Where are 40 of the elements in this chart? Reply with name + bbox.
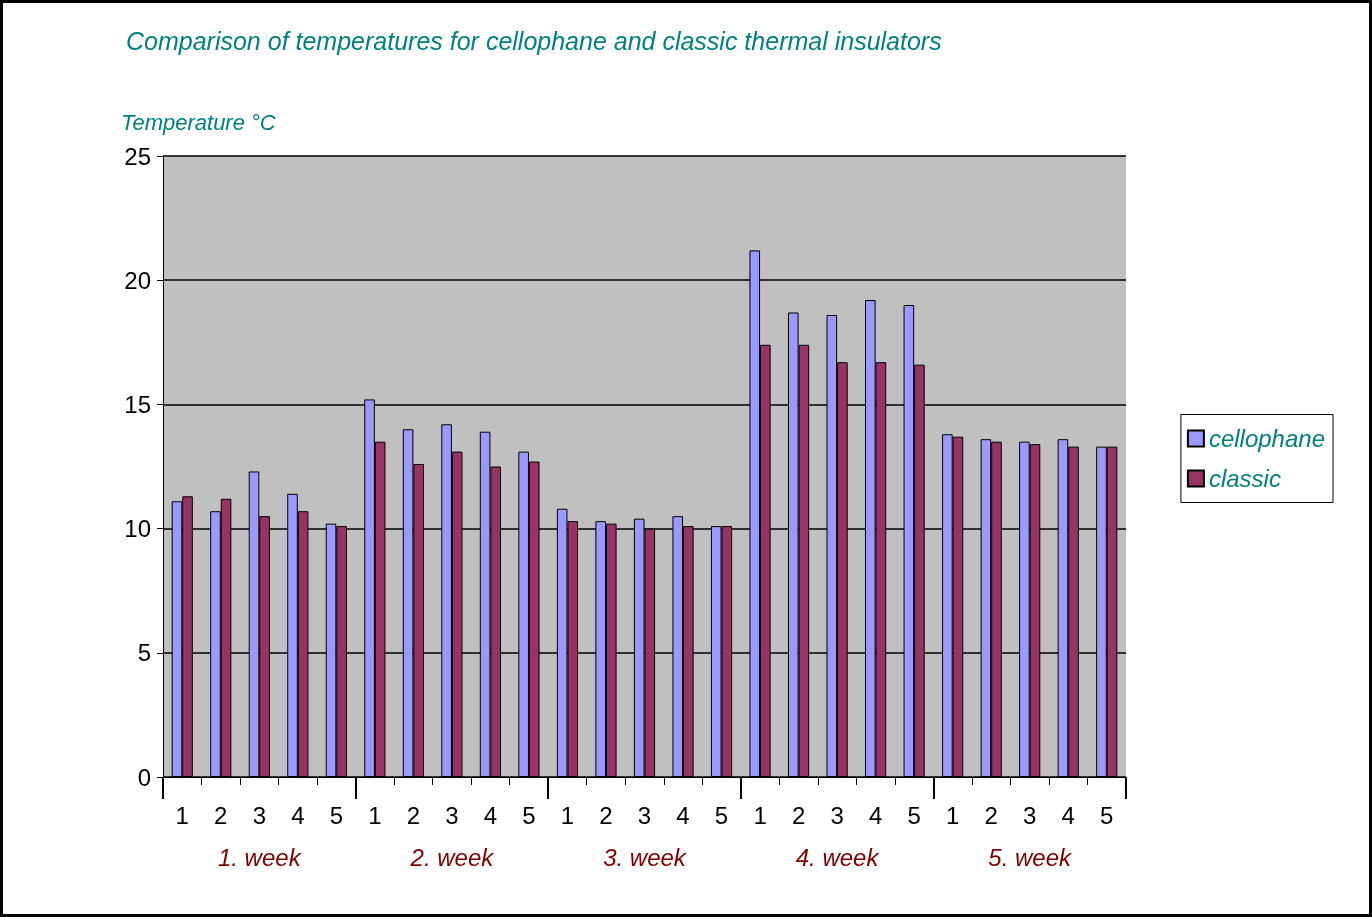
text: 1. week	[217, 843, 303, 871]
x-tick-label: 4	[483, 801, 498, 829]
x-tick-label: 1	[945, 801, 960, 829]
y-tick-label: 25	[124, 142, 151, 170]
x-tick-label: 2	[791, 801, 806, 829]
x-tick-label: 1	[753, 801, 767, 829]
x-tick-label: 5	[907, 801, 921, 829]
y-tick-label: 20	[124, 266, 151, 294]
x-tick-label: 1	[560, 801, 575, 829]
legend-label: cellophane	[1208, 425, 1326, 452]
x-tick-label: 4	[291, 801, 305, 829]
text: 3. week	[603, 843, 688, 871]
x-tick-label: 3	[830, 801, 844, 829]
y-axis-title: Temperature °C	[121, 109, 276, 135]
x-tick-label: 3	[1023, 801, 1037, 829]
chart-title: Comparison of temperatures for cellophane and classic thermal insulators	[126, 26, 942, 55]
y-tick-label: 0	[137, 763, 151, 791]
text: 4. week	[795, 843, 881, 871]
x-tick-label: 1	[175, 801, 189, 829]
x-tick-label: 3	[445, 801, 459, 829]
x-tick-label: 5	[522, 801, 536, 829]
y-tick-label: 5	[137, 639, 151, 667]
text: 5. week	[988, 843, 1074, 871]
x-tick-label: 3	[637, 801, 652, 829]
y-tick-label: 10	[124, 515, 151, 543]
legend-label: classic	[1208, 465, 1281, 492]
x-tick-label: 5	[329, 801, 344, 829]
text: 2. week	[409, 843, 496, 871]
x-tick-label: 5	[1100, 801, 1114, 829]
x-tick-label: 2	[984, 801, 998, 829]
x-tick-label: 1	[368, 801, 382, 829]
x-tick-label: 4	[676, 801, 690, 829]
x-tick-label: 3	[252, 801, 266, 829]
x-tick-label: 2	[406, 801, 421, 829]
x-tick-label: 2	[214, 801, 228, 829]
x-tick-label: 2	[599, 801, 613, 829]
x-tick-label: 4	[1061, 801, 1075, 829]
y-tick-label: 15	[124, 390, 151, 418]
x-tick-label: 4	[868, 801, 883, 829]
x-tick-label: 5	[714, 801, 729, 829]
